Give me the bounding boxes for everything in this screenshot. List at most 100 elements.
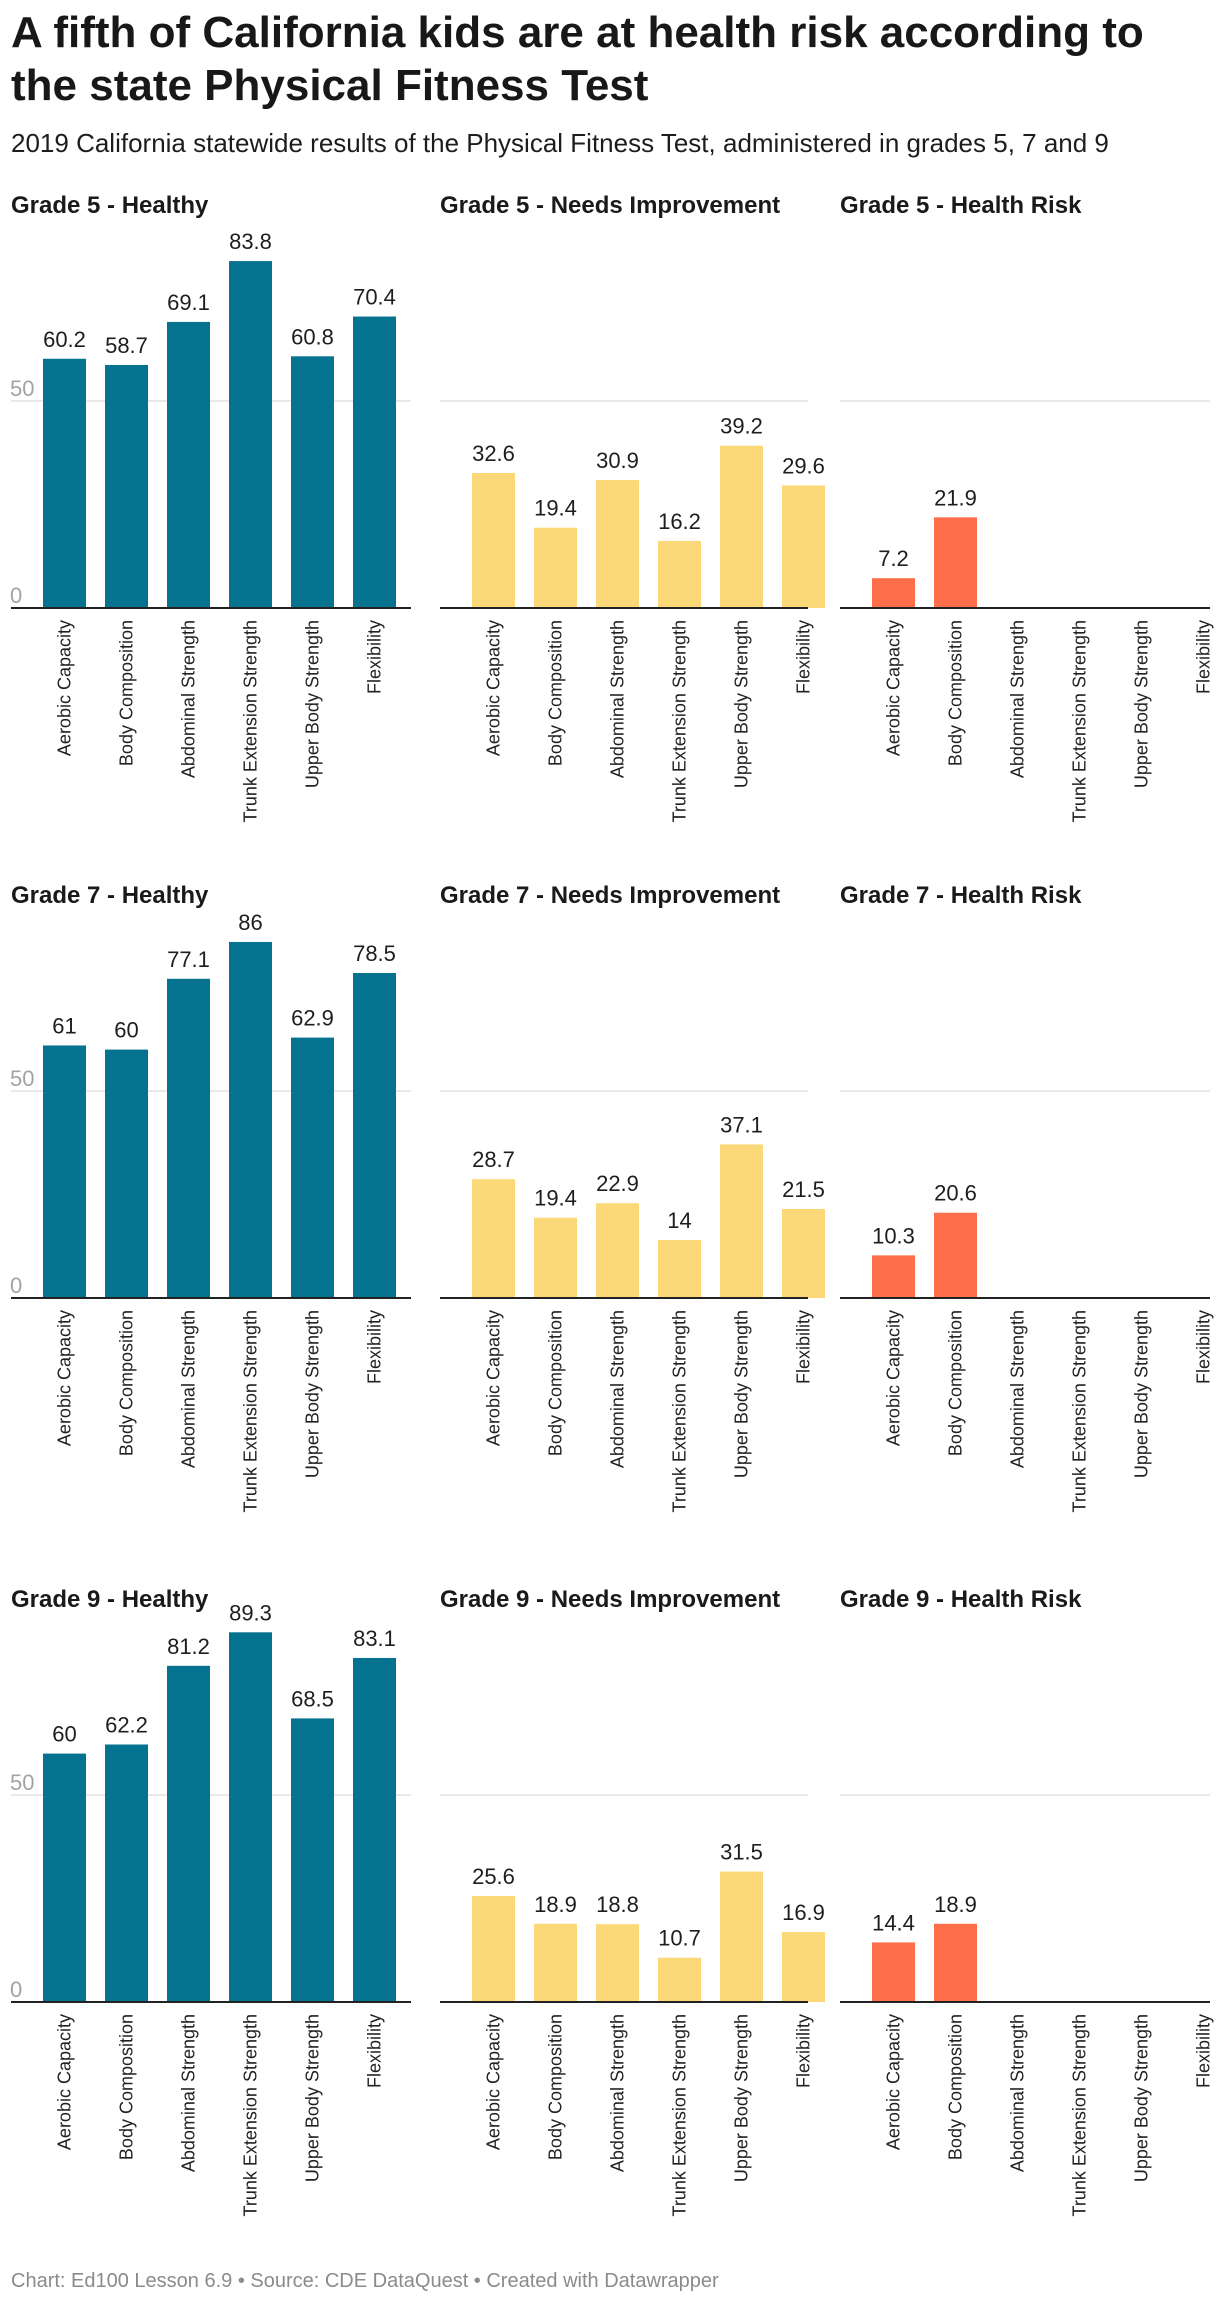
chart-subtitle: 2019 California statewide results of the… (11, 128, 1109, 158)
data-label: 62.2 (105, 1712, 148, 1737)
panel-title: Grade 9 - Needs Improvement (440, 1586, 780, 1613)
data-label: 61 (52, 1013, 76, 1038)
category-label: Trunk Extension Strength (241, 2014, 261, 2216)
panel-title: Grade 7 - Healthy (11, 882, 209, 909)
category-label: Trunk Extension Strength (670, 1310, 690, 1512)
bar-abdominal-strength (167, 1665, 210, 2002)
data-label: 69.1 (167, 290, 210, 315)
data-label: 16.2 (658, 509, 701, 534)
y-tick-label: 50 (10, 376, 34, 401)
bar-abdominal-strength (596, 1203, 639, 1298)
panel-grade-7-health-risk: Grade 7 - Health Risk 10.3 Aerobic Capacit… (840, 882, 1214, 1512)
data-label: 39.2 (720, 414, 763, 439)
data-label: 19.4 (534, 1186, 577, 1211)
category-label: Abdominal Strength (608, 2014, 628, 2172)
category-label: Body Composition (946, 620, 966, 766)
category-label: Upper Body Strength (1132, 620, 1152, 788)
data-label: 16.9 (782, 1900, 825, 1925)
data-label: 10.3 (872, 1223, 915, 1248)
panel-grade-9-health-risk: Grade 9 - Health Risk 14.4 Aerobic Capacit… (840, 1586, 1214, 2216)
category-label: Flexibility (365, 620, 385, 694)
data-label: 29.6 (782, 453, 825, 478)
panel-title: Grade 7 - Needs Improvement (440, 882, 780, 909)
panel-title: Grade 5 - Healthy (11, 192, 209, 219)
data-label: 70.4 (353, 285, 396, 310)
category-label: Body Composition (117, 620, 137, 766)
category-label: Aerobic Capacity (484, 2014, 504, 2150)
category-label: Upper Body Strength (303, 620, 323, 788)
category-label: Trunk Extension Strength (670, 2014, 690, 2216)
category-label: Upper Body Strength (303, 2014, 323, 2182)
category-label: Abdominal Strength (1008, 620, 1028, 778)
bar-aerobic-capacity (872, 1942, 915, 2002)
bar-body-composition (934, 517, 977, 608)
category-label: Flexibility (1194, 2014, 1214, 2088)
bar-abdominal-strength (167, 321, 210, 608)
category-label: Trunk Extension Strength (1070, 2014, 1090, 2216)
panel-title: Grade 5 - Health Risk (840, 192, 1082, 219)
data-label: 89.3 (229, 1600, 272, 1625)
data-label: 20.6 (934, 1181, 977, 1206)
category-label: Upper Body Strength (1132, 1310, 1152, 1478)
bar-flexibility (782, 1932, 825, 2002)
data-label: 60.8 (291, 324, 334, 349)
y-tick-label: 0 (10, 1273, 22, 1298)
bar-trunk-extension-strength (658, 1240, 701, 1298)
bar-body-composition (534, 1217, 577, 1298)
data-label: 86 (238, 910, 262, 935)
category-label: Body Composition (117, 1310, 137, 1456)
category-label: Aerobic Capacity (484, 1310, 504, 1446)
data-label: 21.5 (782, 1177, 825, 1202)
bar-upper-body-strength (720, 445, 763, 608)
data-label: 60 (114, 1018, 138, 1043)
bar-aerobic-capacity (43, 1045, 86, 1298)
bar-flexibility (353, 1657, 396, 2002)
category-label: Body Composition (946, 2014, 966, 2160)
panel-grade-5-health-risk: Grade 5 - Health Risk 7.2 Aerobic Capacity… (840, 192, 1214, 822)
data-label: 81.2 (167, 1634, 210, 1659)
category-label: Abdominal Strength (1008, 2014, 1028, 2172)
category-label: Flexibility (1194, 620, 1214, 694)
category-label: Abdominal Strength (179, 2014, 199, 2172)
category-label: Abdominal Strength (179, 620, 199, 778)
category-label: Body Composition (946, 1310, 966, 1456)
category-label: Upper Body Strength (303, 1310, 323, 1478)
data-label: 19.4 (534, 496, 577, 521)
data-label: 60 (52, 1722, 76, 1747)
data-label: 83.1 (353, 1626, 396, 1651)
panel-grade-5-healthy: Grade 5 - Healthy 0 50 60.2 Aerobic Capacity… (10, 192, 411, 822)
data-label: 14.4 (872, 1910, 915, 1935)
data-label: 31.5 (720, 1840, 763, 1865)
category-label: Abdominal Strength (1008, 1310, 1028, 1468)
category-label: Abdominal Strength (608, 1310, 628, 1468)
category-label: Aerobic Capacity (884, 2014, 904, 2150)
panel-grade-7-needs-improvement: Grade 7 - Needs Improvement 28.7 Aerobic C… (440, 882, 825, 1512)
bar-abdominal-strength (596, 480, 639, 608)
category-label: Body Composition (546, 1310, 566, 1456)
bar-upper-body-strength (291, 1718, 334, 2002)
bar-body-composition (534, 1923, 577, 2002)
bar-trunk-extension-strength (229, 261, 272, 608)
data-label: 37.1 (720, 1112, 763, 1137)
bar-trunk-extension-strength (229, 941, 272, 1298)
bar-aerobic-capacity (43, 1753, 86, 2002)
data-label: 7.2 (878, 546, 909, 571)
bar-abdominal-strength (167, 978, 210, 1298)
panel-grade-9-needs-improvement: Grade 9 - Needs Improvement 25.6 Aerobic C… (440, 1586, 825, 2216)
data-label: 10.7 (658, 1926, 701, 1951)
bar-aerobic-capacity (872, 1255, 915, 1298)
category-label: Abdominal Strength (179, 1310, 199, 1468)
bar-upper-body-strength (291, 356, 334, 608)
y-tick-label: 50 (10, 1770, 34, 1795)
panel-title: Grade 9 - Healthy (11, 1586, 209, 1613)
bar-flexibility (782, 1208, 825, 1298)
bar-body-composition (105, 1049, 148, 1298)
category-label: Abdominal Strength (608, 620, 628, 778)
category-label: Aerobic Capacity (484, 620, 504, 756)
bar-upper-body-strength (291, 1037, 334, 1298)
data-label: 68.5 (291, 1686, 334, 1711)
chart-title: A fifth of California kids are at health… (11, 8, 1144, 110)
bar-body-composition (934, 1212, 977, 1298)
category-label: Body Composition (546, 620, 566, 766)
y-tick-label: 50 (10, 1066, 34, 1091)
